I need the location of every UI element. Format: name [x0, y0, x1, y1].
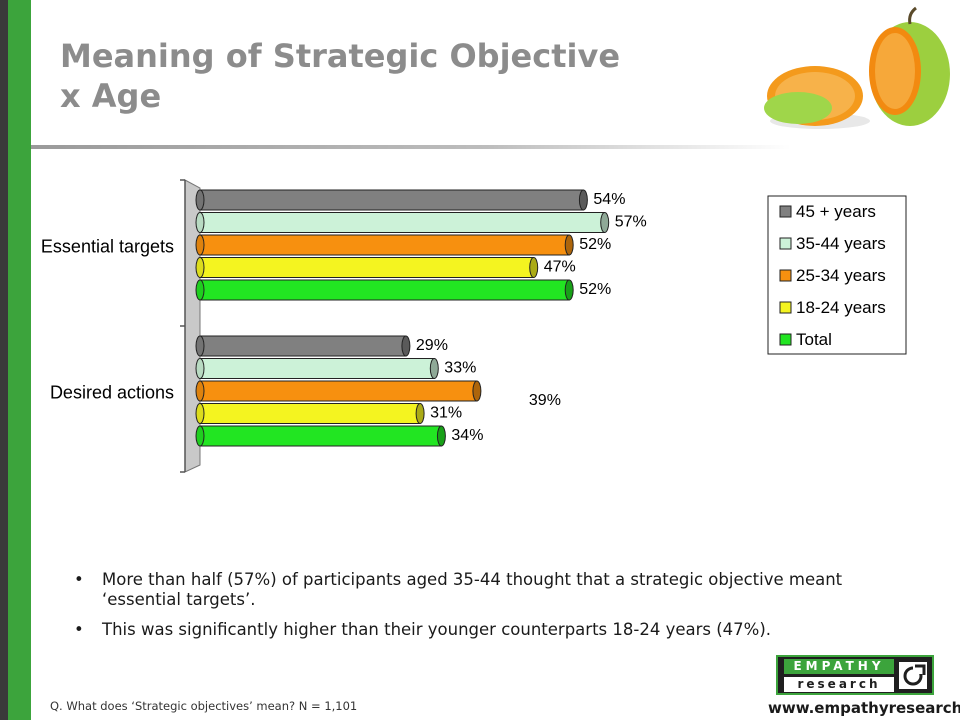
left-accent-bar-green [8, 0, 31, 720]
website-url: www.empathyresearch.ie [768, 699, 960, 717]
orange-apple-image [764, 6, 950, 129]
bar-cap-left [195, 279, 205, 301]
question-footnote: Q. What does ‘Strategic objectives’ mean… [50, 699, 358, 713]
data-label: 34% [451, 427, 483, 444]
bullet-text: This was significantly higher than their… [102, 620, 772, 639]
bar-cap [529, 257, 539, 278]
legend-swatch [779, 205, 792, 218]
data-label: 52% [579, 281, 611, 298]
bar-cap [564, 234, 574, 256]
bar-chart: Essential targets54%57%52%47%52%Desired … [41, 179, 907, 473]
bar-cap-left [195, 403, 205, 424]
bar-cap-left [195, 335, 205, 357]
bullet-dot: • [74, 570, 84, 589]
bar-cap [436, 425, 446, 447]
slide-title-line2: x Age [60, 77, 162, 115]
slide-title: Meaning of Strategic Objective x Age [60, 36, 700, 116]
legend-label: Total [796, 330, 832, 349]
title-divider [31, 145, 791, 149]
legend-swatch [779, 301, 792, 314]
bullet-list: • More than half (57%) of participants a… [60, 570, 910, 650]
bar-cap [600, 212, 610, 233]
bar-cap-left [195, 234, 205, 256]
bar [199, 403, 421, 424]
category-label: Desired actions [50, 382, 174, 402]
bar [199, 279, 570, 301]
category-label: Essential targets [41, 236, 174, 256]
bullet-item: • This was significantly higher than the… [60, 620, 910, 640]
bar-cap-left [195, 425, 205, 447]
bar-cap [564, 279, 574, 301]
bar [199, 425, 442, 447]
bar-cap-left [195, 189, 205, 211]
bar-cap [429, 358, 439, 379]
bar [199, 234, 570, 256]
bar-cap-left [195, 380, 205, 402]
data-label: 39% [529, 392, 561, 409]
refresh-icon [899, 662, 927, 689]
bullet-item: • More than half (57%) of participants a… [60, 570, 910, 610]
legend-swatch [779, 269, 792, 282]
data-label: 31% [430, 405, 462, 422]
empathy-research-logo: EMPATHY research [776, 655, 934, 695]
legend-swatch [779, 333, 792, 346]
legend-label: 35-44 years [796, 234, 886, 253]
bar [199, 189, 584, 211]
bar-cap-left [195, 257, 205, 278]
legend-label: 45 + years [796, 202, 876, 221]
bar-cap [415, 403, 425, 424]
logo-top-text: EMPATHY [784, 659, 894, 674]
data-label: 47% [544, 259, 576, 276]
slide-title-line1: Meaning of Strategic Objective [60, 37, 621, 75]
bullet-dot: • [74, 620, 84, 639]
bar-cap [578, 189, 588, 211]
legend-label: 18-24 years [796, 298, 886, 317]
bar [199, 212, 606, 233]
data-label: 57% [615, 214, 647, 231]
data-label: 54% [593, 191, 625, 208]
bar-cap-left [195, 358, 205, 379]
bar [199, 335, 407, 357]
bar-cap [472, 380, 482, 402]
left-accent-bar-dark [0, 0, 8, 720]
bullet-text: More than half (57%) of participants age… [102, 570, 843, 609]
legend-swatch [779, 237, 792, 250]
data-label: 29% [416, 337, 448, 354]
data-label: 33% [444, 360, 476, 377]
logo-bottom-text: research [784, 677, 894, 692]
bar-cap [401, 335, 411, 357]
bar-cap-left [195, 212, 205, 233]
data-label: 52% [579, 236, 611, 253]
bar [199, 358, 435, 379]
bar [199, 257, 535, 278]
legend-label: 25-34 years [796, 266, 886, 285]
bar [199, 380, 478, 402]
